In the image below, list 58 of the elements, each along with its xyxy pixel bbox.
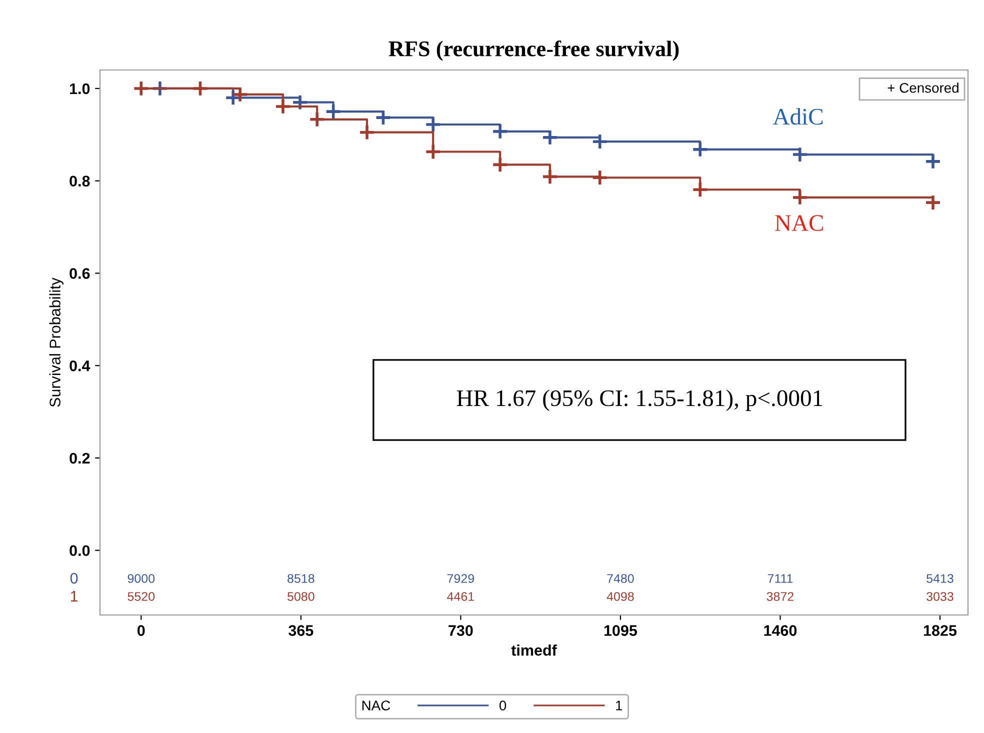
point	[792, 189, 808, 206]
annotation: 8518	[288, 574, 314, 583]
point	[542, 129, 558, 146]
point	[274, 98, 292, 115]
annotation: 7111	[768, 574, 793, 583]
annotation: 5080	[288, 592, 314, 601]
annotation: HR 1.67 (95% CI: 1.55-1.81), p<.0001	[456, 390, 822, 411]
point	[308, 111, 326, 128]
point	[592, 169, 608, 186]
chart-title: RFS (recurrence-free survival)	[388, 40, 679, 61]
annotation: AdiC	[772, 108, 823, 125]
x-tick-label: 1825	[924, 625, 957, 636]
annotation: 4461	[447, 592, 474, 601]
x-tick-label: 730	[448, 625, 473, 636]
legend-label: 0	[499, 700, 506, 710]
annotation: 5520	[128, 592, 155, 601]
annotation: 4098	[606, 592, 634, 601]
y-axis-title: Survival Probability	[49, 278, 64, 407]
point	[374, 109, 392, 126]
legend-title: NAC	[362, 700, 390, 710]
x-tick-label: 1095	[604, 625, 638, 636]
x-axis-title: timedf	[511, 644, 557, 656]
legend-label: 1	[616, 700, 622, 710]
point	[792, 146, 808, 163]
y-tick-label: 0.8	[70, 176, 90, 187]
annotation: 3872	[766, 592, 794, 601]
point	[324, 103, 342, 120]
y-tick-label: 0.4	[70, 360, 90, 372]
point	[692, 181, 708, 198]
annotation: 5413	[926, 574, 954, 583]
point	[692, 141, 708, 158]
y-tick-label: 0.2	[70, 452, 90, 464]
text: 1	[70, 591, 78, 602]
point	[192, 80, 209, 97]
point	[232, 86, 248, 103]
x-tick-label: 0	[138, 625, 145, 636]
annotation: 7929	[447, 574, 474, 583]
y-tick-label: 1.0	[70, 83, 90, 94]
point	[592, 133, 608, 150]
point	[424, 116, 442, 133]
y-tick-label: 0.6	[70, 268, 90, 279]
annotation: 7480	[607, 574, 634, 583]
point	[132, 80, 150, 97]
y-tick-label: 0.0	[70, 545, 90, 556]
point	[924, 194, 942, 211]
point	[424, 143, 442, 160]
point	[924, 153, 942, 170]
text: 0	[70, 572, 78, 584]
x-tick-label: 1460	[764, 625, 797, 636]
annotation: 9000	[128, 574, 155, 583]
x-tick-label: 365	[288, 625, 314, 636]
point	[542, 168, 558, 186]
annotation: NAC	[775, 215, 823, 232]
point	[492, 156, 508, 174]
annotation: + Censored	[888, 82, 958, 93]
point	[492, 123, 508, 140]
point	[358, 124, 376, 141]
annotation: 3033	[926, 592, 954, 601]
